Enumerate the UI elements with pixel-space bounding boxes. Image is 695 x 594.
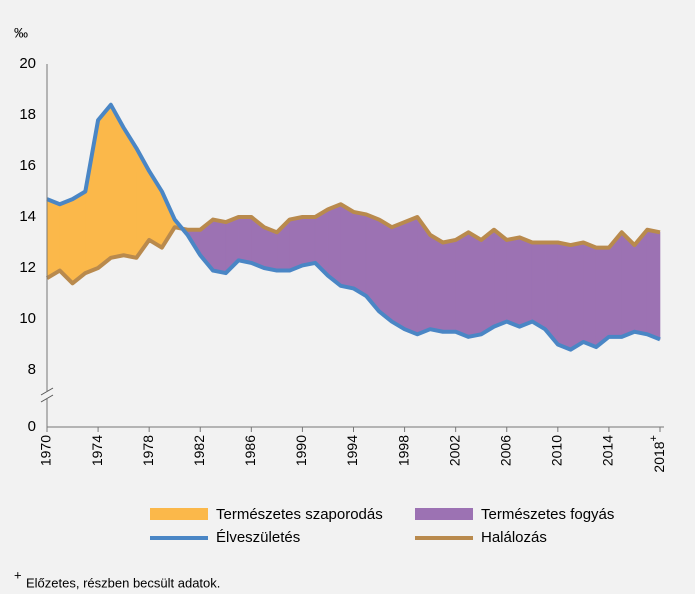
area-fill (506, 237, 520, 328)
x-tick-label: 2010 (549, 435, 565, 466)
area-fill (442, 239, 456, 333)
area-fill (557, 242, 571, 351)
area-fill (46, 198, 61, 279)
series-line (46, 102, 661, 352)
unit-label: ‰ (14, 25, 28, 41)
legend-label: Élveszületés (216, 529, 300, 546)
area-fill (391, 221, 405, 330)
axis-break-mark (40, 387, 54, 396)
area-fill (480, 229, 495, 335)
area-fill (646, 229, 661, 340)
legend-label: Természetes szaporodás (216, 506, 383, 523)
area-fill (531, 242, 546, 330)
x-tick-label: 1982 (191, 435, 207, 466)
area-fill (429, 234, 444, 333)
x-tick-label: 1978 (140, 435, 156, 466)
area-fill (263, 226, 278, 271)
y-tick-label: 0 (28, 418, 36, 435)
area-fills (46, 103, 661, 351)
footnote: Előzetes, részben becsült adatok. (26, 575, 220, 590)
axis-break-gap (40, 391, 54, 399)
area-fill (97, 103, 112, 269)
x-tick-label: 2014 (600, 435, 616, 466)
y-tick-label: 14 (19, 208, 36, 225)
area-fill (404, 216, 418, 335)
x-tick-label: 1974 (89, 435, 105, 466)
area-fill (327, 203, 342, 287)
area-fill (455, 231, 469, 338)
axis-break-mark (40, 394, 54, 403)
x-tick-label: 1998 (395, 435, 411, 466)
series-line (45, 202, 661, 286)
y-tick-label: 12 (19, 259, 36, 276)
area-fill (340, 203, 354, 289)
y-tick-label: 10 (19, 310, 36, 327)
series-lines (45, 102, 661, 352)
legend-label: Természetes fogyás (481, 506, 614, 523)
note-marker: + (14, 567, 22, 582)
area-fill (468, 231, 482, 338)
area-fill (583, 242, 597, 348)
area-fill (353, 211, 367, 297)
x-tick-label: 1994 (344, 435, 360, 466)
y-tick-label: 8 (28, 361, 36, 378)
area-fill (621, 231, 635, 338)
x-tick-label: 1970 (38, 435, 54, 466)
x-tick-label: 2006 (497, 435, 513, 466)
y-tick-label: 20 (19, 55, 36, 72)
area-fill (378, 219, 393, 323)
legend-swatch (150, 508, 208, 520)
x-tick-label: 1990 (293, 435, 309, 466)
x-tick-label: 2002 (446, 435, 462, 466)
legend-swatch (415, 508, 473, 520)
area-fill (519, 236, 533, 328)
x-tick-label: 2018+ (648, 435, 667, 473)
area-fill (85, 120, 99, 274)
area-fill (212, 219, 227, 274)
area-fill (493, 229, 508, 328)
y-tick-label: 18 (19, 106, 36, 123)
area-fill (289, 216, 303, 271)
legend-label: Halálozás (481, 529, 547, 546)
x-tick-label: 1986 (242, 435, 258, 466)
area-fill (72, 190, 86, 284)
area-fill (302, 216, 316, 266)
area-fill (595, 247, 610, 348)
area-fill (570, 242, 584, 351)
y-tick-label: 16 (19, 157, 36, 174)
area-fill (238, 216, 252, 264)
